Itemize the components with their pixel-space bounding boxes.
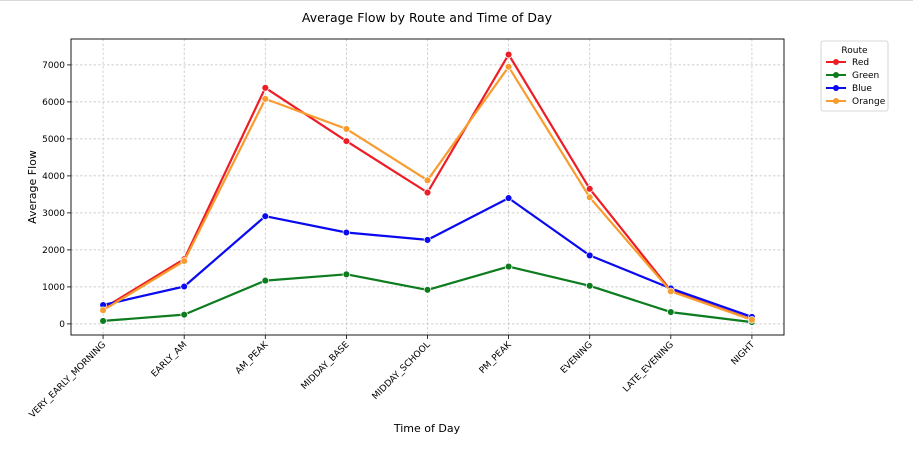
x-axis-ticks: VERY_EARLY_MORNING EARLY_AM AM_PEAK MIDDAY_… (28, 335, 758, 420)
data-point-green (423, 286, 432, 294)
legend-marker-blue (833, 85, 839, 91)
data-point-green (99, 317, 107, 325)
legend-box (820, 40, 889, 112)
y-tick-label: 4000 (42, 172, 65, 182)
x-tick-label: VERY_EARLY_MORNING (28, 340, 108, 420)
legend-items: Red Green Blue Orange (826, 58, 886, 107)
data-point-blue (423, 236, 432, 244)
data-point-blue (180, 282, 188, 291)
x-tick-label: MIDDAY_BASE (300, 340, 352, 392)
legend-marker-green (833, 72, 839, 78)
legend-label-orange: Orange (852, 97, 886, 107)
data-point-orange (585, 193, 594, 202)
y-tick-label: 6000 (42, 98, 65, 108)
x-axis-label: Time of Day (393, 422, 461, 435)
data-point-orange (667, 287, 675, 296)
y-axis-ticks: 0 1000 2000 3000 4000 5000 6000 7000 (42, 61, 71, 330)
legend-marker-red (833, 59, 839, 65)
data-point-orange (180, 257, 188, 265)
y-tick-label: 3000 (42, 209, 65, 219)
y-tick-label: 2000 (42, 246, 65, 256)
data-point-green (180, 310, 188, 319)
data-point-red (423, 188, 432, 197)
y-tick-label: 7000 (42, 61, 65, 71)
y-tick-label: 5000 (42, 135, 65, 145)
x-tick-label: EVENING (559, 340, 595, 376)
legend: Route Red Green Blue Orange (820, 40, 889, 112)
data-point-orange (504, 62, 513, 71)
data-point-orange (261, 95, 270, 103)
data-point-blue (504, 194, 513, 202)
data-point-blue (585, 251, 594, 260)
data-point-orange (99, 306, 107, 314)
data-point-orange (423, 176, 432, 185)
series-lines (99, 50, 756, 326)
legend-title: Route (841, 46, 868, 56)
data-point-red (504, 50, 513, 59)
data-point-blue (342, 228, 351, 237)
x-tick-label: PM_PEAK (478, 339, 515, 376)
data-point-green (261, 276, 270, 285)
legend-marker-orange (833, 98, 839, 104)
x-tick-label: AM_PEAK (234, 339, 271, 376)
data-point-green (342, 270, 351, 279)
data-point-green (504, 262, 513, 271)
x-tick-label: NIGHT (730, 340, 758, 368)
y-axis-label: Average Flow (26, 150, 39, 224)
chart-title: Average Flow by Route and Time of Day (302, 10, 553, 25)
legend-label-green: Green (852, 71, 879, 81)
data-point-orange (748, 316, 756, 324)
data-point-red (261, 84, 270, 92)
x-tick-label: MIDDAY_SCHOOL (371, 340, 433, 402)
legend-label-blue: Blue (852, 84, 872, 94)
top-border-line (0, 0, 913, 1)
data-point-red (342, 137, 351, 145)
data-point-green (585, 282, 594, 290)
data-point-green (667, 308, 675, 316)
legend-label-red: Red (852, 58, 869, 68)
data-point-red (585, 185, 594, 193)
y-tick-label: 0 (59, 320, 65, 330)
x-tick-label: LATE_EVENING (621, 340, 675, 394)
data-point-blue (261, 212, 270, 220)
x-tick-label: EARLY_AM (150, 340, 189, 379)
data-point-orange (342, 125, 351, 133)
y-tick-label: 1000 (42, 283, 65, 293)
